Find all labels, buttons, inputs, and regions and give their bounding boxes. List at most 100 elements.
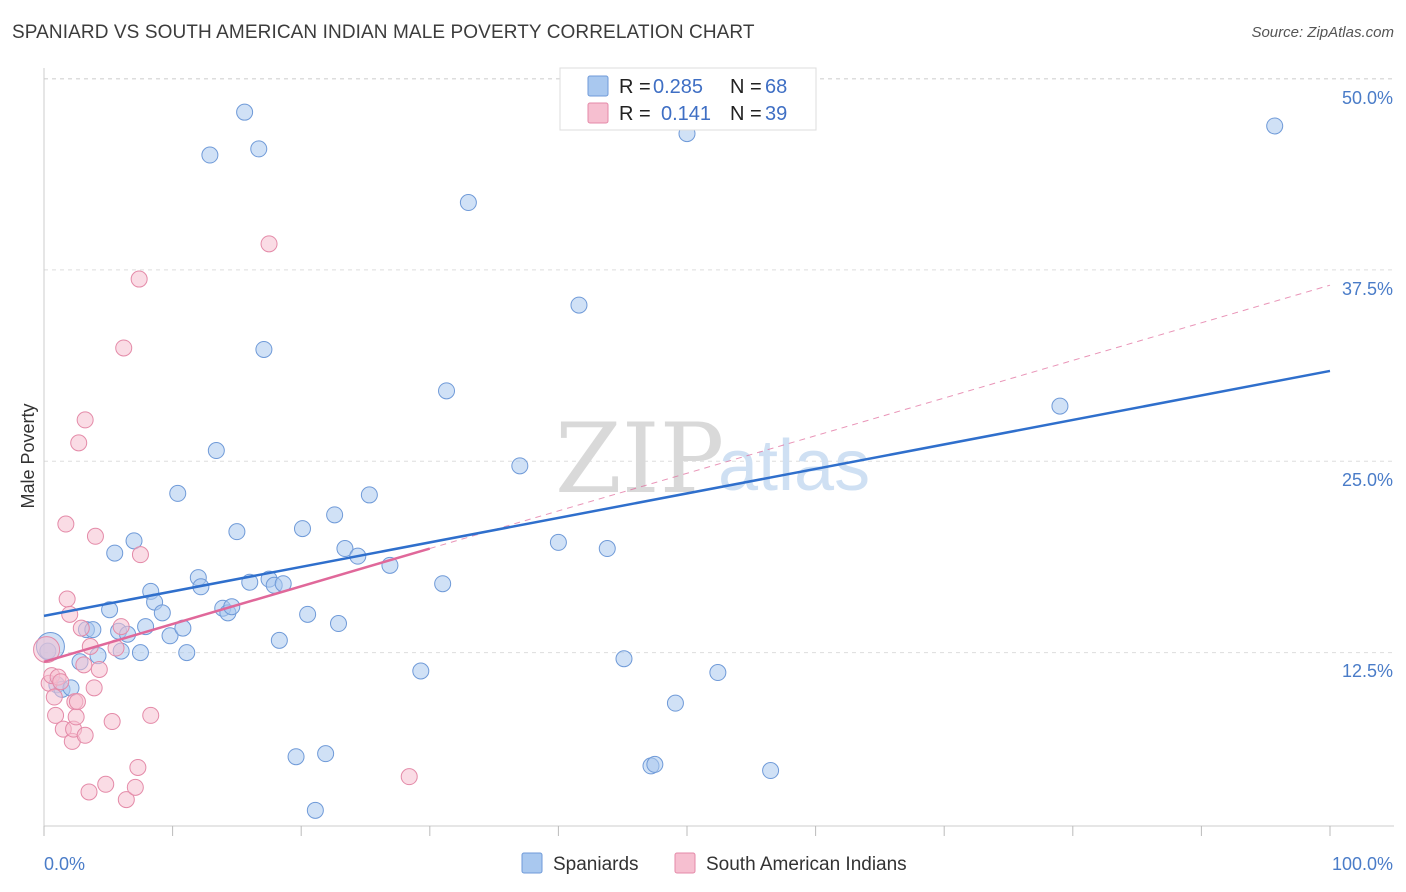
y-tick-label-12-5: 12.5% (1342, 661, 1393, 681)
spaniards-point (1051, 397, 1069, 415)
x-axis-ticks (43, 826, 1331, 836)
south-american-indians-point (131, 546, 149, 564)
y-tick-labels: 50.0% 37.5% 25.0% 12.5% (1342, 88, 1393, 681)
correlation-legend: R = 0.285 N = 68 R = 0.141 N = 39 (559, 67, 817, 131)
south-american-indians-point (97, 775, 115, 793)
south-american-indians-point (86, 527, 104, 545)
legend-r-value-spaniards: 0.285 (653, 76, 703, 98)
south-american-indians-point (115, 339, 133, 357)
south-american-indians-point (58, 590, 76, 608)
spaniards-trendline (43, 369, 1331, 664)
spaniards-point (287, 748, 305, 766)
south-american-indians-points (33, 235, 418, 809)
spaniards-point (459, 194, 477, 212)
spaniards-point (169, 484, 187, 502)
spaniards-point (326, 506, 344, 524)
y-tick-label-25: 25.0% (1342, 470, 1393, 490)
legend-n-value-spaniards: 68 (765, 76, 787, 98)
south-american-indians-point (33, 636, 61, 664)
legend-r-value-south-american-indians: 0.141 (661, 103, 711, 125)
spaniards-point (250, 140, 268, 158)
spaniards-point (270, 631, 288, 649)
legend-n-value-south-american-indians: 39 (765, 103, 787, 125)
spaniards-point (598, 540, 616, 558)
south-american-indians-trendline-extension (429, 284, 1331, 549)
south-american-indians-point (70, 434, 88, 452)
spaniards-point (336, 540, 354, 558)
south-american-indians-point (400, 768, 418, 786)
legend-n-label-spaniards: N = (730, 76, 762, 98)
south-american-indians-trendline (429, 284, 1331, 549)
spaniards-point (106, 544, 124, 562)
spaniards-point (570, 296, 588, 314)
watermark-zip: ZIP (555, 403, 724, 515)
spaniards-point (306, 801, 324, 819)
south-american-indians-point (52, 673, 70, 691)
south-american-indians-point (80, 783, 98, 801)
bottom-legend-spaniards: Spaniards (553, 854, 639, 875)
spaniards-point (666, 694, 684, 712)
spaniards-point (360, 486, 378, 504)
south-american-indians-point (90, 660, 108, 678)
south-american-indians-point (260, 235, 278, 253)
spaniards-point (131, 644, 149, 662)
south-american-indians-point (76, 726, 94, 744)
watermark-atlas: atlas (718, 426, 870, 506)
chart-source: Source: ZipAtlas.com (1251, 24, 1394, 41)
south-american-indians-point (103, 713, 121, 731)
spaniards-point (236, 103, 254, 121)
legend-swatch-spaniards (587, 75, 609, 97)
legend-swatch-south-american-indians (587, 102, 609, 124)
grid-lines (44, 78, 1394, 654)
south-american-indians-point (47, 706, 65, 724)
south-american-indians-point (85, 679, 103, 697)
spaniards-point (153, 604, 171, 622)
south-american-indians-point (75, 656, 93, 674)
series-legend: Spaniards South American Indians (521, 852, 907, 875)
x-tick-label-100: 100.0% (1332, 854, 1393, 874)
spaniards-point (178, 644, 196, 662)
spaniards-point (101, 601, 119, 619)
legend-r-label-south-american-indians: R = (619, 103, 651, 125)
y-axis-title: Male Poverty (18, 403, 38, 508)
y-tick-label-37-5: 37.5% (1342, 279, 1393, 299)
south-american-indians-point (57, 515, 75, 533)
spaniards-point (317, 745, 335, 763)
spaniards-point (709, 664, 727, 682)
spaniards-point (161, 627, 179, 645)
spaniards-point (125, 532, 143, 550)
y-tick-label-50: 50.0% (1342, 88, 1393, 108)
spaniards-point (201, 146, 219, 164)
spaniards-trendline-solid (43, 369, 1331, 618)
legend-n-label-south-american-indians: N = (730, 103, 762, 125)
south-american-indians-point (117, 791, 135, 809)
spaniards-point (329, 615, 347, 633)
south-american-indians-point (45, 688, 63, 706)
spaniards-point (549, 533, 567, 551)
spaniards-point (511, 457, 529, 475)
spaniards-point (438, 382, 456, 400)
bottom-legend-swatch-south-american-indians (674, 852, 696, 874)
spaniards-point (1266, 117, 1284, 135)
bottom-legend-south-american-indians: South American Indians (706, 854, 907, 875)
south-american-indians-point (72, 619, 90, 637)
bottom-legend-swatch-spaniards (521, 852, 543, 874)
legend-r-label-spaniards: R = (619, 76, 651, 98)
spaniards-point (299, 605, 317, 623)
spaniards-point (646, 755, 664, 773)
spaniards-point (228, 523, 246, 541)
spaniards-point (293, 520, 311, 538)
south-american-indians-point (130, 270, 148, 288)
south-american-indians-point (112, 618, 130, 636)
south-american-indians-point (68, 693, 86, 711)
spaniards-point (434, 575, 452, 593)
spaniards-point (255, 340, 273, 358)
south-american-indians-trendline-solid (43, 547, 431, 664)
chart-title: SPANIARD VS SOUTH AMERICAN INDIAN MALE P… (12, 22, 755, 43)
south-american-indians-point (126, 778, 144, 796)
spaniards-point (615, 650, 633, 668)
spaniards-point (207, 442, 225, 460)
south-american-indians-point (76, 411, 94, 429)
spaniards-point (762, 762, 780, 780)
